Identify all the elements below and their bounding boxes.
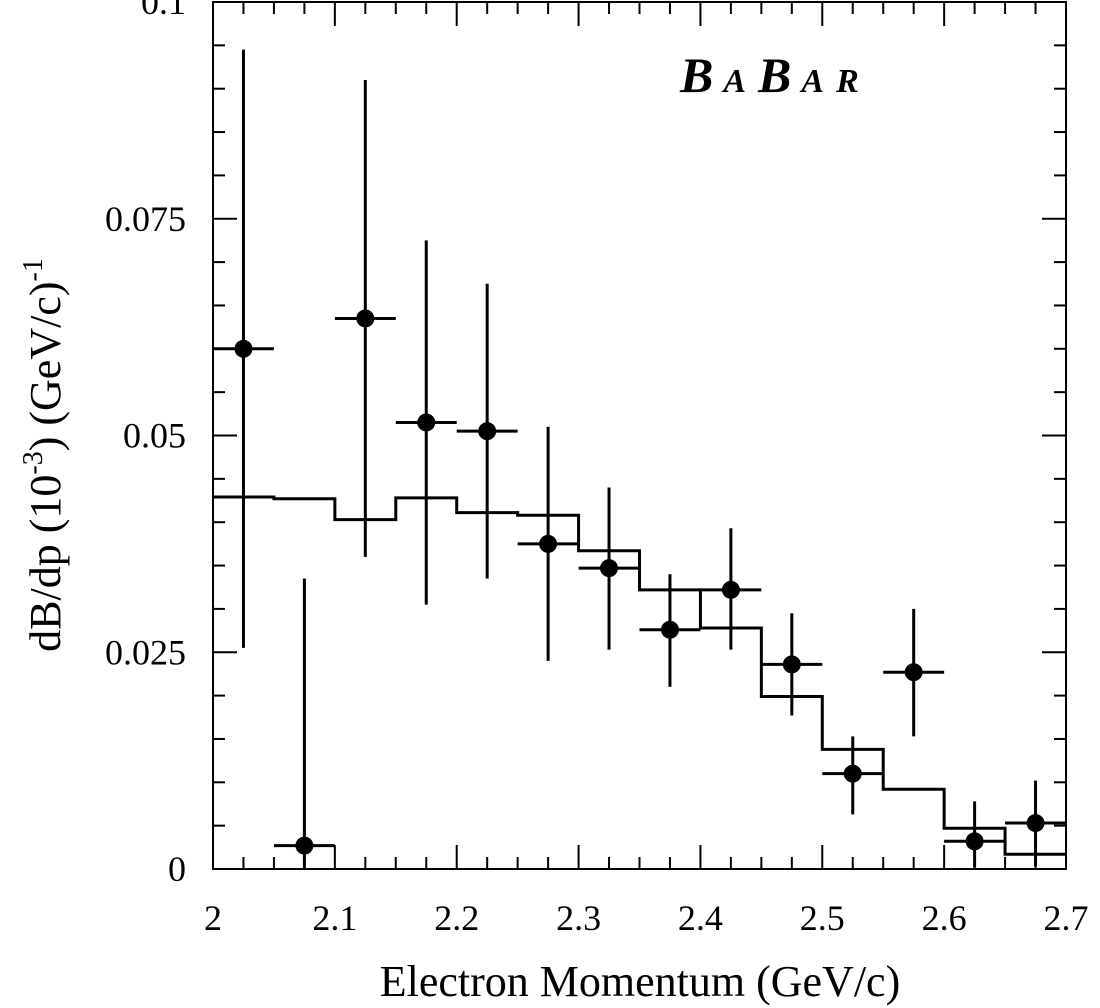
- data-marker: [721, 580, 740, 599]
- y-axis-title: dB/dp (10-3) (GeV/c)-1: [18, 258, 70, 652]
- data-marker: [539, 534, 558, 553]
- data-marker: [295, 836, 314, 855]
- data-marker: [234, 339, 253, 358]
- histogram-steps: [213, 495, 1066, 856]
- data-marker: [660, 620, 679, 639]
- y-tick-label: 0.025: [105, 632, 186, 672]
- y-axis-title-prefix: dB/dp (10: [21, 475, 70, 652]
- data-point: [944, 801, 1006, 868]
- y-axis-title-middle: ) (GeV/c): [21, 281, 70, 451]
- y-tick-label: 0.05: [123, 416, 186, 456]
- x-tick-label: 2: [204, 898, 222, 938]
- data-point: [761, 613, 823, 716]
- data-marker: [843, 764, 862, 783]
- y-axis-title-power: -1: [18, 258, 49, 281]
- x-tick-label: 2.5: [800, 898, 845, 938]
- data-marker: [478, 422, 497, 441]
- data-point: [456, 283, 518, 579]
- data-point: [334, 80, 396, 557]
- data-marker: [356, 309, 375, 328]
- data-marker: [965, 832, 984, 851]
- data-points-layer: [213, 49, 1066, 869]
- y-axis-title-group: dB/dp (10-3) (GeV/c)-1: [18, 258, 70, 652]
- x-axis-title: Electron Momentum (GeV/c): [380, 957, 901, 1006]
- y-tick-label: 0.1: [141, 0, 186, 22]
- data-point: [700, 528, 762, 650]
- x-tick-label: 2.4: [678, 898, 723, 938]
- y-axis-title-exponent: -3: [18, 451, 49, 474]
- data-point: [395, 240, 457, 605]
- data-point: [1005, 780, 1066, 867]
- x-tick-label: 2.6: [922, 898, 967, 938]
- data-point: [273, 578, 335, 869]
- tick-marks-layer: [212, 1, 1067, 870]
- data-point: [639, 574, 701, 687]
- data-marker: [904, 663, 923, 682]
- x-tick-label: 2.1: [312, 898, 357, 938]
- data-point: [578, 487, 640, 650]
- data-marker: [782, 655, 801, 674]
- y-tick-label: 0.075: [105, 199, 186, 239]
- plot-frame: [212, 1, 1067, 870]
- data-marker: [1026, 814, 1045, 833]
- data-marker: [600, 559, 619, 578]
- x-tick-label: 2.3: [556, 898, 601, 938]
- x-tick-labels: 2 2.1 2.2 2.3 2.4 2.5 2.6 2.7: [204, 898, 1089, 938]
- y-tick-labels: 0 0.025 0.05 0.075 0.1: [105, 0, 186, 889]
- data-point: [517, 426, 579, 661]
- data-marker: [417, 413, 436, 432]
- data-point: [883, 608, 945, 737]
- histogram-layer: [213, 495, 1066, 856]
- data-point: [822, 736, 884, 815]
- x-tick-label: 2.2: [434, 898, 479, 938]
- y-tick-label: 0: [168, 849, 186, 889]
- x-tick-label: 2.7: [1044, 898, 1089, 938]
